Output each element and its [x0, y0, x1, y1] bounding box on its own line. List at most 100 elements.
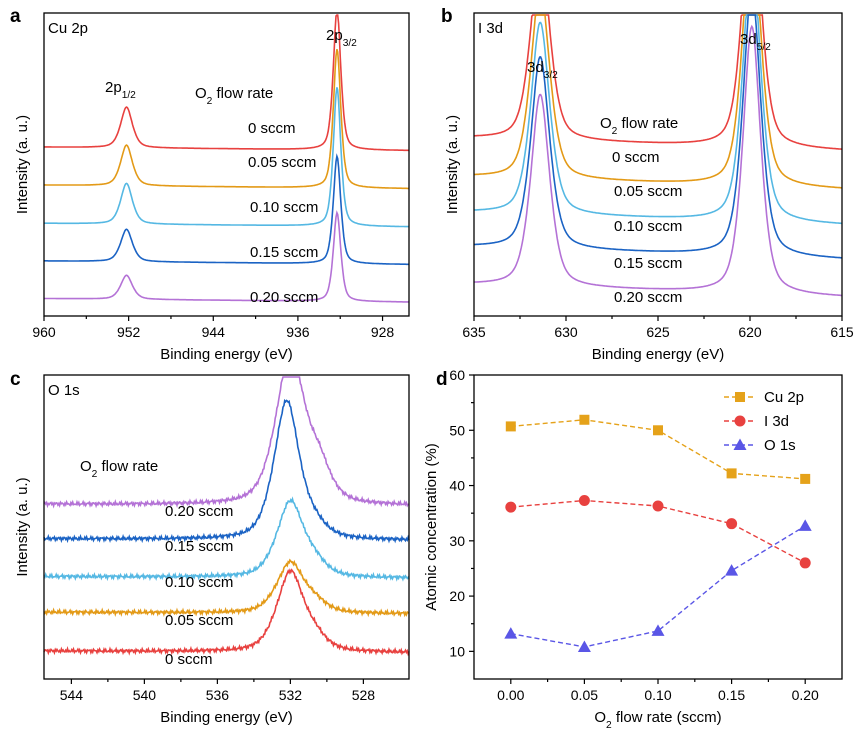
series-label-c-1: 0.15 sccm [165, 538, 233, 555]
flow-rate-title: O2 flow rate [80, 458, 158, 480]
data-point [798, 519, 812, 531]
trace-b-4 [473, 24, 842, 297]
trace-c-2 [43, 496, 410, 582]
y-tick-label: 40 [449, 478, 465, 494]
x-axis-label-rest: flow rate (sccm) [612, 709, 722, 726]
x-tick-label: 544 [60, 687, 84, 703]
x-tick-label: 540 [133, 687, 157, 703]
y-tick-label: 20 [449, 588, 465, 604]
y-axis-label: Intensity (a. u.) [444, 115, 461, 214]
flow-rate-title-rest: flow rate [97, 458, 158, 475]
trace-c-4 [43, 568, 410, 657]
series-label-a-0: 0 sccm [248, 120, 296, 137]
peak-label: 3d5/2 [740, 31, 771, 53]
series-label-b-1: 0.05 sccm [614, 183, 682, 200]
series-label-b-3: 0.15 sccm [614, 255, 682, 272]
legend-label: Cu 2p [764, 389, 804, 406]
x-tick-label: 928 [371, 324, 395, 340]
legend-marker [734, 415, 746, 427]
flow-rate-title-sub: 2 [207, 96, 213, 107]
trace-c-1 [43, 398, 410, 544]
data-point [799, 557, 811, 569]
data-point [579, 414, 590, 425]
trace-a-4 [44, 210, 409, 303]
panel-letter: a [10, 6, 21, 27]
y-tick-label: 50 [449, 422, 465, 438]
x-tick-label: 960 [32, 324, 56, 340]
series-label-c-3: 0.05 sccm [165, 612, 233, 629]
data-point [652, 500, 664, 512]
series-label-a-4: 0.20 sccm [250, 289, 318, 306]
data-point [577, 640, 591, 652]
peak-label-main: 2p [105, 79, 122, 96]
x-tick-label: 635 [462, 324, 486, 340]
peak-label-main: 2p [326, 27, 343, 44]
flow-rate-title-rest: flow rate [212, 85, 273, 102]
x-tick-label: 625 [646, 324, 670, 340]
peak-label-sub: 5/2 [757, 42, 771, 53]
series-label-b-2: 0.10 sccm [614, 218, 682, 235]
data-point [578, 494, 590, 506]
y-tick-label: 30 [449, 533, 465, 549]
x-tick-label: 944 [202, 324, 226, 340]
data-point [726, 518, 738, 530]
trace-b-3 [473, 14, 842, 259]
panel-letter: d [436, 369, 448, 390]
y-axis-label: Intensity (a. u.) [14, 477, 31, 576]
flow-rate-title-main: O [195, 85, 207, 102]
y-axis-label: Intensity (a. u.) [14, 115, 31, 214]
x-tick-label: 0.20 [792, 687, 819, 703]
plot-frame [43, 374, 410, 680]
x-tick-label: 630 [554, 324, 578, 340]
x-tick-label: 0.05 [571, 687, 598, 703]
trace-a-0 [44, 14, 410, 152]
x-tick-label: 0.15 [718, 687, 745, 703]
panel-letter: c [10, 369, 21, 390]
flow-rate-title-main: O [80, 458, 92, 475]
y-axis-label: Atomic concentration (%) [423, 443, 440, 611]
panel-b: 0 sccm 0.05 sccm 0.10 sccm 0.15 sccm 0.20 sc… [441, 6, 854, 363]
x-axis-label: Binding energy (eV) [592, 346, 725, 363]
flow-rate-title-main: O [600, 115, 612, 132]
data-point [651, 624, 665, 636]
flow-rate-title: O2 flow rate [600, 115, 678, 137]
panel-title: O 1s [48, 382, 80, 399]
series-label-a-1: 0.05 sccm [248, 154, 316, 171]
y-tick-label: 60 [449, 367, 465, 383]
panel-a: 0 sccm 0.05 sccm 0.10 sccm 0.15 sccm 0.20 sc… [10, 6, 410, 363]
flow-rate-title-rest: flow rate [617, 115, 678, 132]
data-point [505, 421, 516, 432]
peak-label-main: 3d [740, 31, 757, 48]
series-label-c-2: 0.10 sccm [165, 574, 233, 591]
x-axis-label: O2 flow rate (sccm) [594, 709, 721, 731]
series-label-c-0: 0.20 sccm [165, 503, 233, 520]
x-tick-label: 936 [286, 324, 310, 340]
x-tick-label: 0.10 [644, 687, 671, 703]
panel-title: Cu 2p [48, 20, 88, 37]
x-tick-label: 0.00 [497, 687, 524, 703]
x-tick-label: 952 [117, 324, 141, 340]
peak-label: 3d3/2 [527, 59, 558, 81]
peak-label-sub: 1/2 [122, 90, 136, 101]
trace-a-1 [44, 48, 409, 190]
data-point [653, 425, 663, 436]
trace-c-0 [43, 376, 410, 509]
x-tick-label: 528 [352, 687, 376, 703]
series-label-b-0: 0 sccm [612, 149, 660, 166]
panel-letter: b [441, 6, 453, 27]
series-line-2 [510, 525, 806, 648]
x-axis-label: Binding energy (eV) [160, 709, 293, 726]
panel-title: I 3d [478, 20, 503, 37]
series-label-a-3: 0.15 sccm [250, 244, 318, 261]
flow-rate-title-sub: 2 [92, 469, 98, 480]
trace-b-2 [473, 14, 842, 225]
peak-label-main: 3d [527, 59, 544, 76]
peak-label: 2p3/2 [326, 27, 357, 49]
trace-a-2 [44, 87, 409, 228]
panel-c: 0.20 sccm 0.15 sccm 0.10 sccm 0.05 sccm 0 sc… [10, 369, 410, 726]
x-tick-label: 620 [738, 324, 762, 340]
x-axis-label-main: O [594, 709, 606, 726]
data-point [504, 627, 518, 639]
legend-marker [733, 438, 747, 450]
